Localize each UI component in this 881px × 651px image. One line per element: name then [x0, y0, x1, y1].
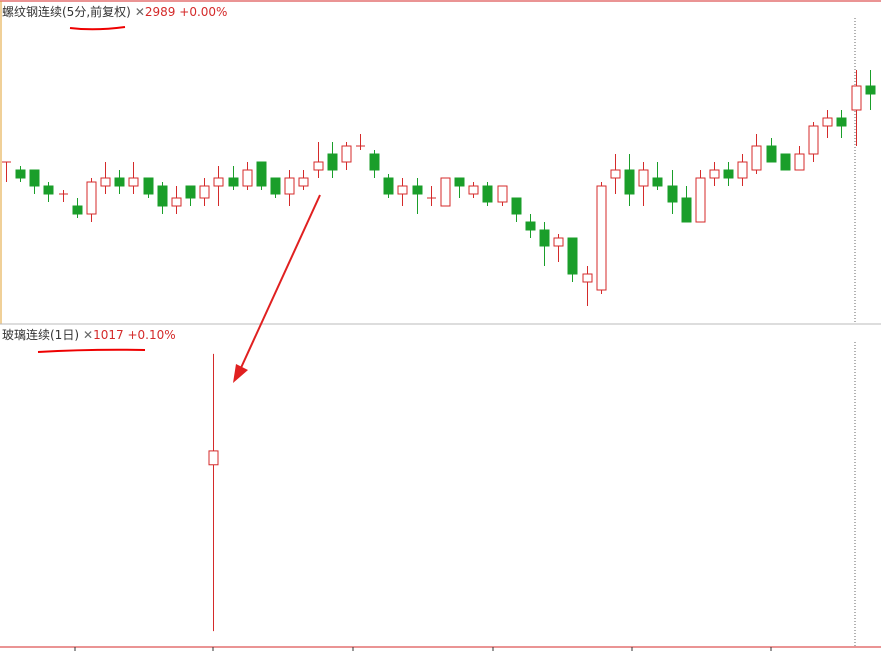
candle-body: [610, 169, 621, 179]
price: 1017: [93, 328, 124, 342]
candle-body: [525, 221, 536, 231]
candle-body: [185, 185, 196, 199]
candle-body: [383, 177, 394, 195]
candle-body: [836, 117, 847, 127]
candle-body: [284, 177, 295, 195]
title: 玻璃连续(1日): [2, 328, 79, 342]
candle-body: [43, 185, 54, 195]
candle-body: [72, 205, 83, 215]
candle-body: [638, 169, 649, 187]
candle-body: [553, 237, 564, 247]
candle-body: [397, 185, 408, 195]
candle-body: [709, 169, 720, 179]
candle-body: [199, 185, 210, 199]
candle-body: [723, 169, 734, 179]
candle-body: [143, 177, 154, 195]
candle-body: [86, 181, 97, 215]
candle-body: [270, 177, 281, 195]
underline: [69, 26, 126, 31]
candle-body: [681, 197, 692, 223]
candle-body: [822, 117, 833, 127]
candle-body: [851, 85, 862, 111]
candle-body: [596, 185, 607, 291]
price: 2989: [144, 5, 176, 19]
candle-body: [157, 185, 168, 207]
candle-body: [454, 177, 465, 187]
candle-body: [567, 237, 578, 275]
candle-body: [497, 185, 508, 203]
candle-body: [298, 177, 309, 187]
candle-body: [208, 450, 219, 466]
candle-body: [341, 145, 352, 163]
underline: [37, 348, 146, 353]
candle-body: [695, 177, 706, 223]
change: +0.10%: [127, 328, 176, 342]
candle-body: [766, 145, 777, 163]
candle-body: [313, 161, 324, 171]
candle-body: [511, 197, 522, 215]
candle-body: [242, 169, 253, 187]
candle-body: [652, 177, 663, 187]
header: 玻璃连续(1日) ✕1017 +0.10%: [2, 326, 176, 343]
change: +0.00%: [179, 5, 228, 19]
header: 螺纹钢连续(5分,前复权) ✕2989 +0.00%: [2, 3, 227, 20]
x-ticks: [74, 647, 772, 651]
candle-body: [29, 169, 40, 187]
candle-body: [865, 85, 876, 95]
candle-body: [539, 229, 550, 247]
candle-body: [228, 177, 239, 187]
arrow: [239, 194, 321, 371]
candle-body: [440, 177, 451, 207]
candle-body: [468, 185, 479, 195]
candle-body: [808, 125, 819, 155]
title: 螺纹钢连续(5分,前复权): [2, 5, 131, 19]
candle-body: [15, 169, 26, 179]
candle-body: [737, 161, 748, 179]
candle-body: [327, 153, 338, 171]
close-icon[interactable]: ✕: [83, 328, 94, 342]
arrow-head: [233, 364, 248, 383]
candle-body: [171, 197, 182, 207]
candle-body: [256, 161, 267, 187]
candle-body: [100, 177, 111, 187]
candle-body: [213, 177, 224, 187]
candle-body: [128, 177, 139, 187]
candle-body: [582, 273, 593, 283]
candle-body: [667, 185, 678, 203]
close-icon[interactable]: ✕: [134, 5, 145, 19]
candle-body: [780, 153, 791, 171]
candle-body: [412, 185, 423, 195]
candle-body: [482, 185, 493, 203]
candle-body: [114, 177, 125, 187]
candle-body: [369, 153, 380, 171]
candle-body: [751, 145, 762, 171]
candle-body: [624, 169, 635, 195]
candle-body: [794, 153, 805, 171]
